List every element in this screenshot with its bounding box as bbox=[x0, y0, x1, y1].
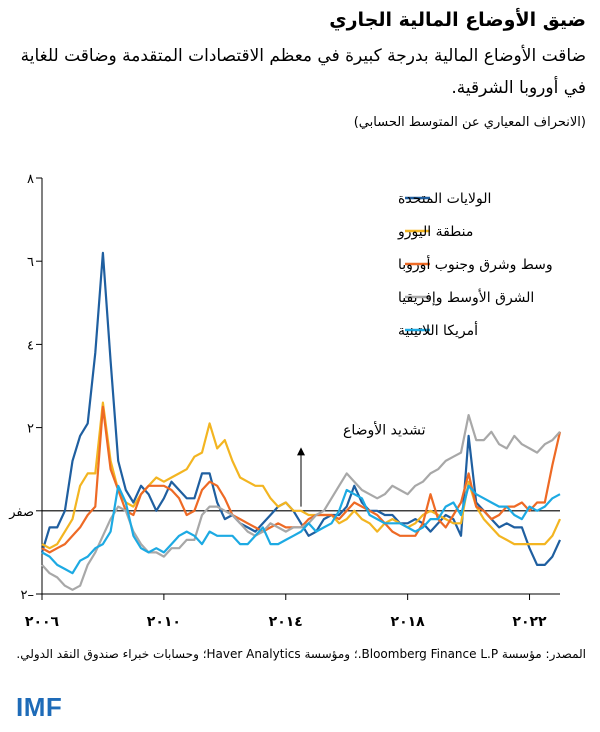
x-tick-label: ٢٠١٤ bbox=[269, 614, 303, 630]
y-tick-label: ٢– bbox=[21, 588, 34, 603]
x-tick-label: ٢٠١٨ bbox=[391, 614, 426, 630]
source-note: المصدر: مؤسسة Bloomberg Finance L.P.؛ وم… bbox=[16, 647, 586, 661]
x-tick-label: ٢٠٢٢ bbox=[512, 614, 547, 630]
x-tick-label: ٢٠١٠ bbox=[147, 614, 181, 630]
chart-series bbox=[40, 251, 562, 591]
y-tick-label: ٤ bbox=[27, 338, 34, 353]
chart-subtitle: ضاقت الأوضاع المالية بدرجة كبيرة في معظم… bbox=[20, 46, 586, 98]
y-tick-label: ٢ bbox=[27, 422, 34, 437]
legend-label: وسط وشرق وجنوب أوروبا bbox=[398, 255, 553, 273]
imf-logo: IMF bbox=[16, 692, 63, 722]
chart-annotation: تشديد الأوضاع bbox=[297, 420, 426, 507]
chart-legend: الولايات المتحدة منطقة اليورو وسط وشرق وجن… bbox=[397, 191, 553, 339]
series-line bbox=[40, 251, 562, 566]
legend-label: الولايات المتحدة bbox=[398, 191, 491, 207]
line-chart: ٢– صفر ٢ ٤ ٦ ٨ ٢٠٠٦ ٢٠١٠ ٢٠١٤ ٢٠١٨ ٢٠٢٢ تشديد الأو… bbox=[8, 172, 562, 630]
x-tick-label: ٢٠٠٦ bbox=[25, 614, 60, 630]
annotation-label: تشديد الأوضاع bbox=[343, 420, 426, 438]
annotation-arrow-head bbox=[297, 447, 305, 456]
legend-label: أمريكا اللاتينية bbox=[398, 321, 478, 339]
series-line bbox=[41, 484, 561, 575]
unit-label: (الانحراف المعياري عن المتوسط الحسابي) bbox=[353, 115, 586, 130]
chart-title: ضيق الأوضاع المالية الجاري bbox=[329, 9, 586, 31]
y-tick-label: ٦ bbox=[27, 255, 34, 270]
legend-label: منطقة اليورو bbox=[397, 224, 473, 240]
y-tick-label: ٨ bbox=[27, 172, 34, 187]
legend-label: الشرق الأوسط وإفريقيا bbox=[398, 288, 534, 306]
y-tick-label: صفر bbox=[8, 505, 34, 520]
